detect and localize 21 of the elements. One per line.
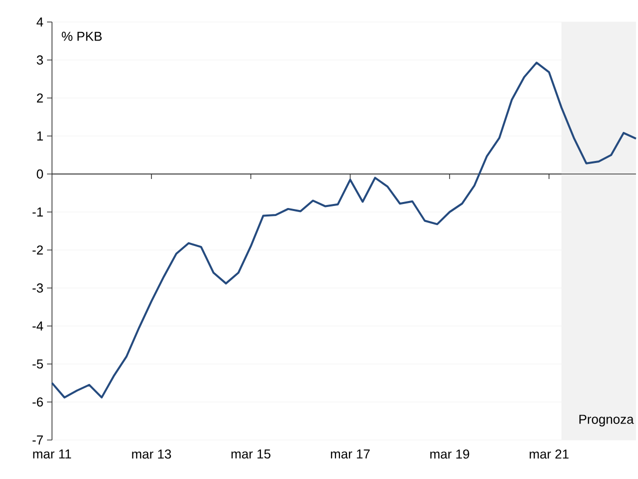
line-series [51,62,638,398]
y-tick-label: -3 [32,283,43,293]
y-tick-label: -7 [32,436,43,444]
y-tick-label: -6 [32,397,43,407]
y-tick-label: 0 [36,169,43,179]
y-tick-label: -2 [32,245,43,255]
x-tick-label: mar 15 [232,450,270,459]
y-tick-label: 3 [36,55,43,65]
y-tick-label: -1 [32,208,43,216]
x-tick-label: mar 11 [33,450,72,459]
x-tick-label: mar 19 [430,449,470,459]
y-axis-title: % PKB [62,32,102,41]
x-tick-label: mar 21 [530,449,569,459]
y-tick-label: 4 [36,18,44,26]
band-label: Prognoza [579,414,634,426]
y-tick-label: 1 [37,132,43,140]
y-tick-label: 2 [36,93,43,103]
y-tick-label: -5 [32,359,43,369]
x-tick-label: mar 13 [132,449,171,459]
y-tick-label: -4 [32,322,44,330]
x-tick-label: mar 17 [330,450,370,459]
